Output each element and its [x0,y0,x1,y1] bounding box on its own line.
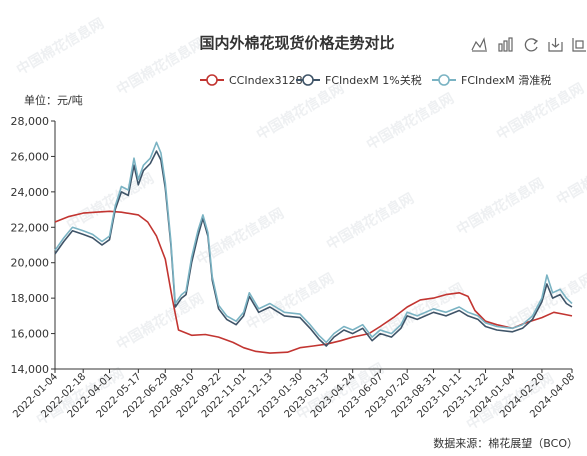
unit-label: 单位：元/吨 [24,93,83,107]
legend-label: CCIndex3128 [229,74,303,87]
y-tick-label: 20,000 [11,257,50,270]
y-tick-label: 28,000 [11,115,50,128]
bar-chart-icon[interactable] [498,37,513,52]
y-tick-label: 26,000 [11,150,50,163]
y-tick-label: 14,000 [11,363,50,376]
chart-title: 国内外棉花现货价格走势对比 [199,34,394,52]
plot-lines [54,141,573,354]
y-tick-label: 18,000 [11,292,50,305]
legend-label: FCIndexM 滑准税 [461,73,551,87]
y-tick-label: 24,000 [11,186,50,199]
legend-marker-icon [206,74,218,86]
data-zoom-icon[interactable] [572,38,586,52]
legend: CCIndex3128 FCIndexM 1%关税 FCIndexM 滑准税 [200,73,551,87]
legend-item-2[interactable]: FCIndexM 滑准税 [432,73,551,87]
y-tick-label: 22,000 [11,221,50,234]
legend-item-0[interactable]: CCIndex3128 [200,74,303,87]
line-chart-icon[interactable] [471,37,487,52]
legend-marker-icon [302,74,314,86]
toolbox [471,37,586,52]
source-label: 数据来源：棉花展望（BCO） [433,436,578,450]
legend-item-1[interactable]: FCIndexM 1%关税 [296,73,422,87]
legend-marker-icon [438,74,450,86]
save-image-icon[interactable] [548,38,563,52]
legend-label: FCIndexM 1%关税 [325,73,422,87]
series-line-0 [54,210,573,354]
series-line-2 [54,141,573,344]
restore-icon[interactable] [524,38,539,52]
y-tick-label: 16,000 [11,328,50,341]
series-line-1 [54,150,573,347]
